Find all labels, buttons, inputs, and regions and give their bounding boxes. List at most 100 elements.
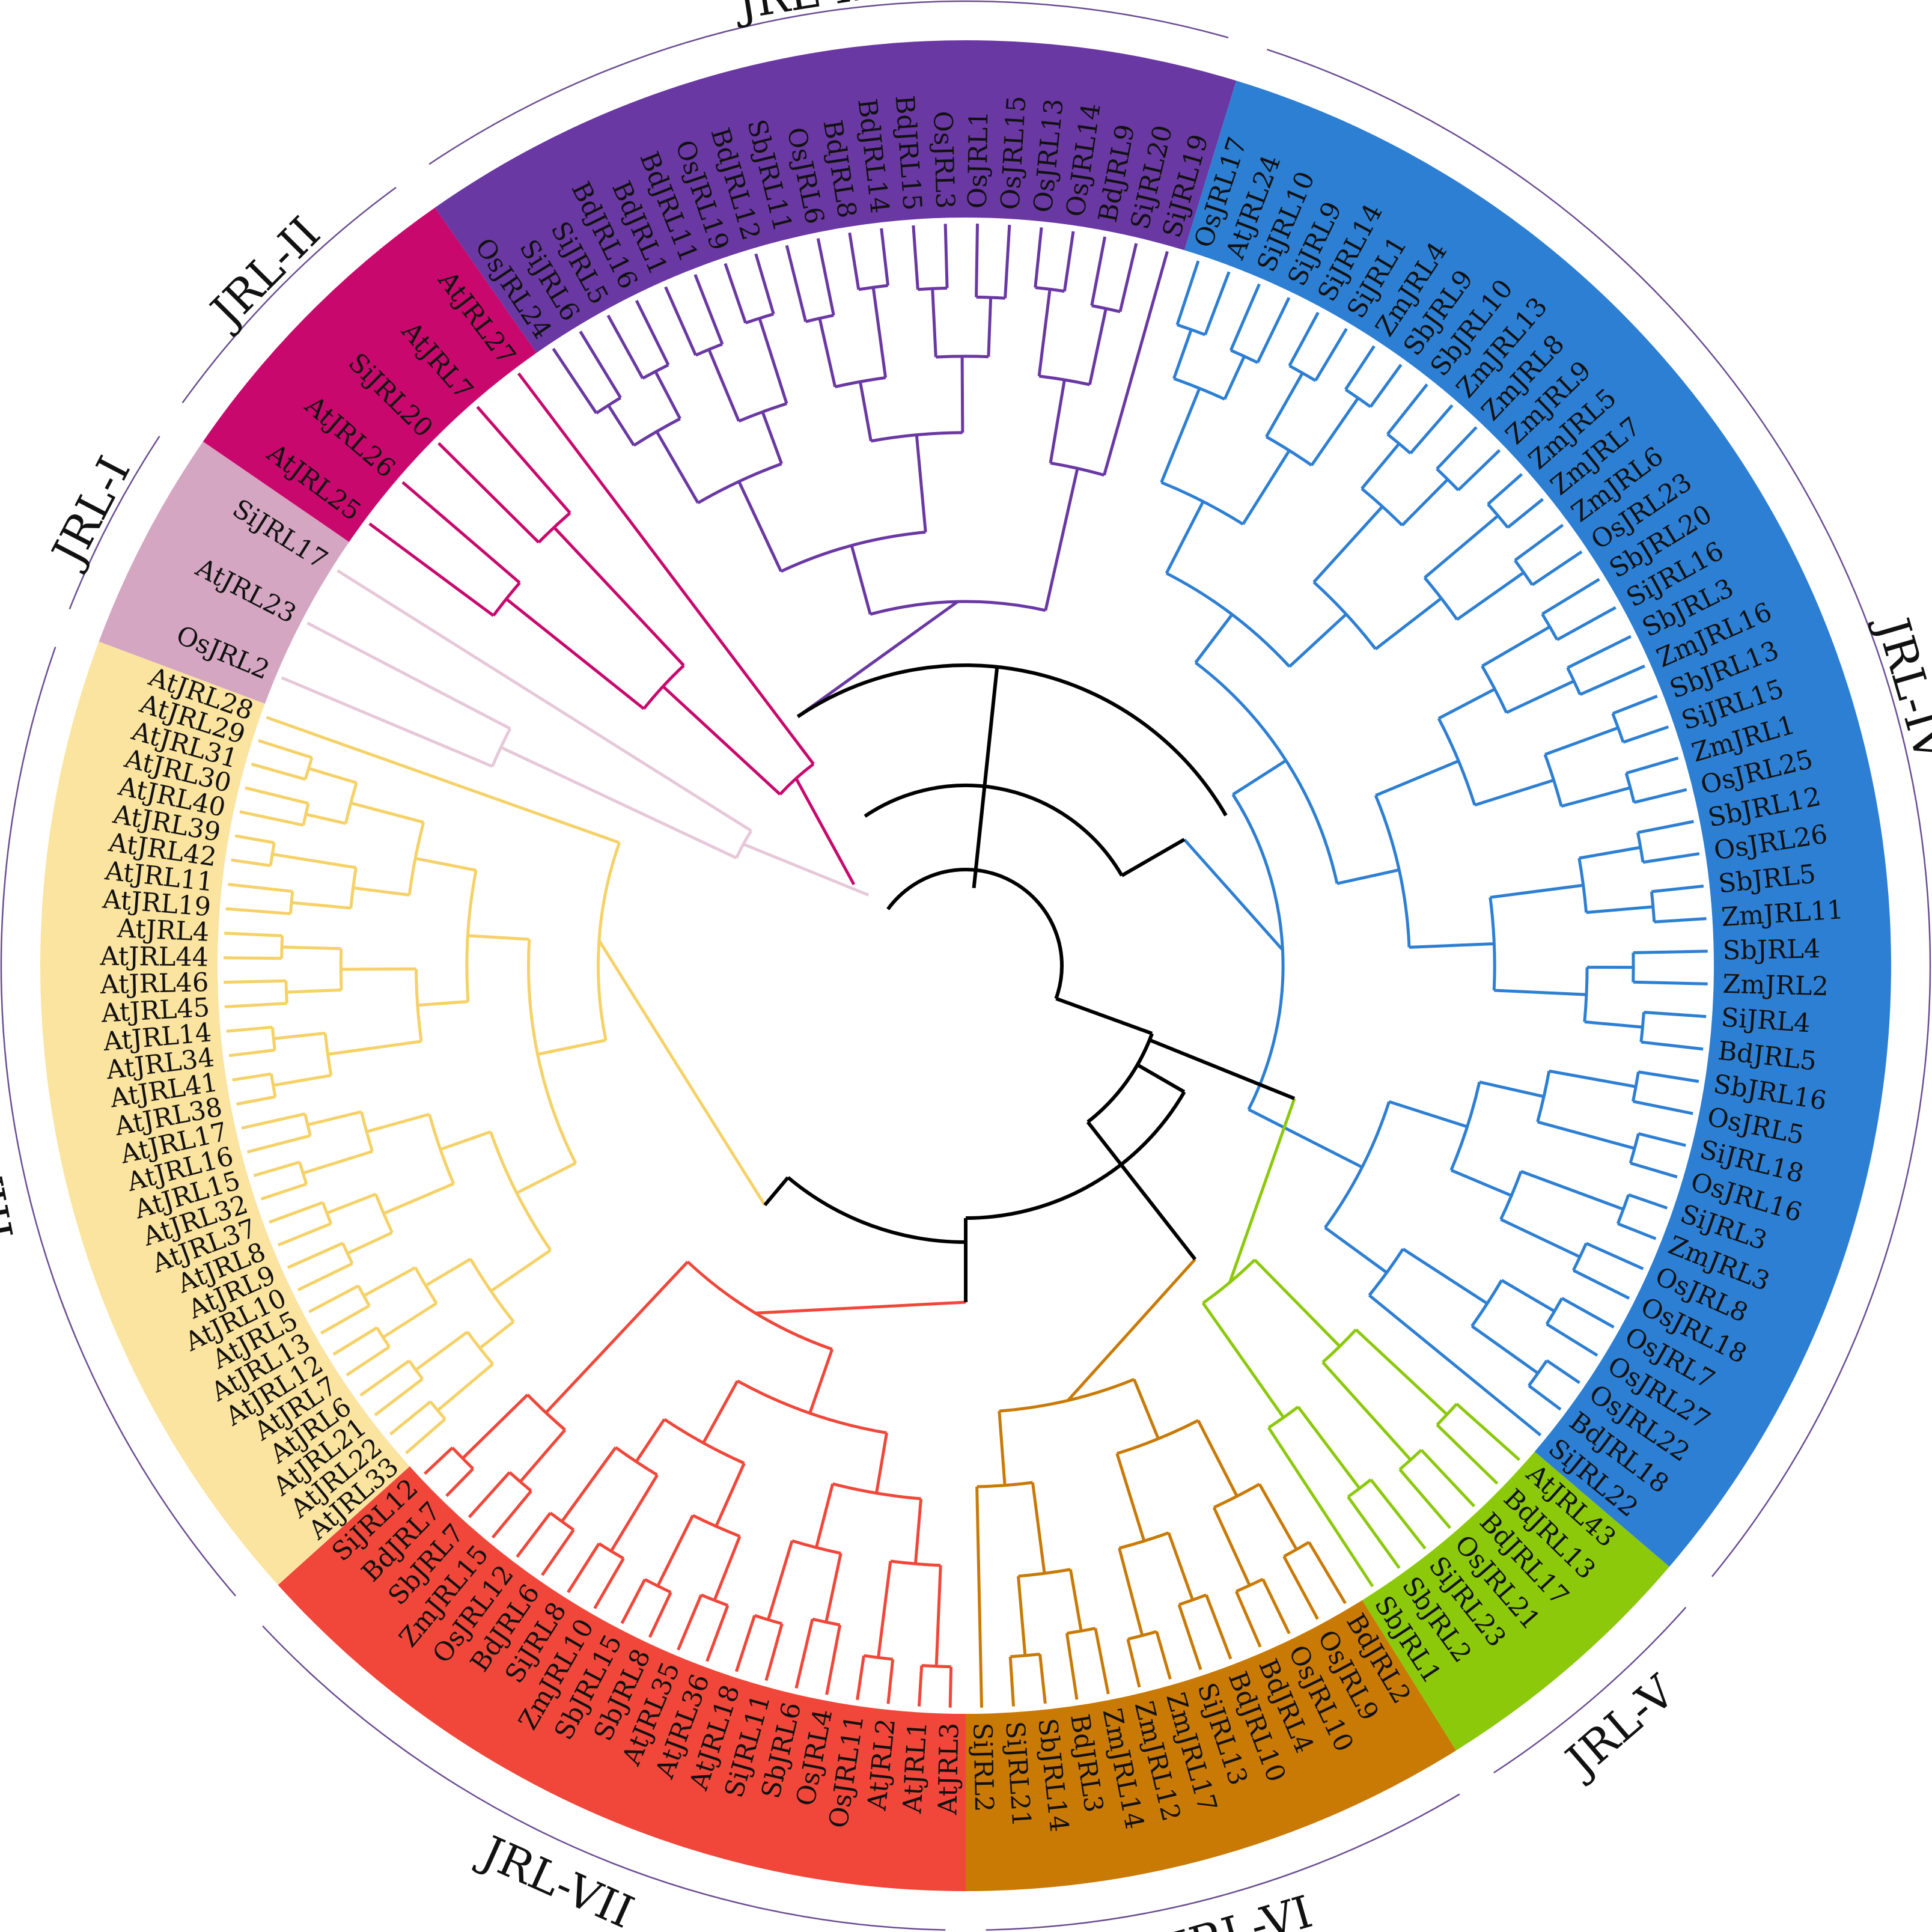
branch-arc <box>303 757 314 780</box>
branch <box>308 1284 359 1314</box>
branch <box>567 1543 600 1594</box>
branch <box>1567 635 1632 669</box>
branch <box>363 1266 416 1297</box>
branch <box>767 1540 794 1621</box>
branch <box>1626 757 1679 775</box>
branch <box>1409 404 1454 454</box>
branch <box>401 481 521 584</box>
branch <box>1044 468 1079 611</box>
branch <box>785 245 808 322</box>
branch <box>1242 449 1291 525</box>
branch <box>1282 1555 1319 1620</box>
branch <box>758 317 788 404</box>
branch <box>1585 1242 1644 1270</box>
branch <box>1633 788 1687 804</box>
branch <box>943 224 949 288</box>
branch-arc <box>1616 1194 1630 1225</box>
clade-band-jrl-iv <box>1184 81 1891 1567</box>
leaf-label: AtJRL4 <box>116 913 210 948</box>
branch <box>1062 231 1075 291</box>
backbone-branch <box>1136 1063 1186 1094</box>
branch <box>1561 1297 1615 1329</box>
branch <box>225 907 291 916</box>
branch <box>537 1038 606 1056</box>
branch <box>1288 311 1320 367</box>
branch <box>437 442 540 544</box>
branch <box>291 901 352 910</box>
branch <box>251 763 306 781</box>
clade-label-jrl-i: JRL-I <box>40 448 141 576</box>
branch-arc <box>492 582 521 617</box>
branch <box>424 1446 454 1475</box>
branch <box>912 225 919 290</box>
branch-arc <box>1018 1568 1071 1578</box>
leaf-label: ZmJRL2 <box>1722 969 1829 1002</box>
branch-arc <box>344 782 358 824</box>
branch <box>224 931 282 937</box>
leaf-label: OsJRL3 <box>927 111 960 209</box>
branch <box>1065 1633 1079 1700</box>
branch <box>1118 1547 1144 1636</box>
branch <box>1031 1482 1046 1574</box>
branch <box>1642 852 1700 864</box>
branch <box>1633 980 1708 986</box>
branch <box>1261 1578 1291 1635</box>
branch <box>350 801 424 824</box>
leaf-label: OsJRL15 <box>995 95 1032 211</box>
branch <box>1436 426 1478 471</box>
branch <box>353 886 410 897</box>
branch <box>1507 498 1544 529</box>
branch-arc <box>745 312 774 325</box>
branch <box>1436 1424 1499 1485</box>
branch <box>383 1182 454 1215</box>
branch <box>552 347 598 414</box>
branch <box>1641 1040 1704 1051</box>
branch-arc <box>526 939 577 1164</box>
leaf-label: AtJRL45 <box>100 993 210 1029</box>
branch <box>1167 1532 1195 1601</box>
branch-arc <box>805 314 834 323</box>
branch <box>1474 778 1555 807</box>
branch <box>1437 687 1496 720</box>
branch <box>328 1040 422 1056</box>
branch <box>1398 1468 1452 1529</box>
branch <box>224 979 287 984</box>
branch <box>1514 523 1564 562</box>
clade-arc-jrl-viii <box>0 647 236 1597</box>
clade-band-jrl-iii <box>434 40 1237 353</box>
backbone-arc <box>965 1091 1186 1220</box>
branch-arc <box>1178 1593 1207 1606</box>
backbone-branch <box>763 1176 790 1207</box>
branch <box>818 318 837 388</box>
clade-stem <box>597 939 766 1206</box>
branch-arc <box>1347 1478 1372 1498</box>
branch <box>1297 1406 1361 1490</box>
branch <box>1175 260 1200 326</box>
branch-arc <box>1194 661 1339 884</box>
branch <box>1455 1403 1521 1461</box>
branch <box>1267 1427 1374 1588</box>
branch <box>856 1655 865 1701</box>
branch-arc <box>1583 967 1589 1022</box>
branch-arc <box>1639 1012 1645 1043</box>
branch <box>1234 1591 1262 1648</box>
branch <box>1470 1324 1539 1375</box>
branch <box>1049 379 1066 463</box>
branch <box>707 349 740 422</box>
clade-band-jrl-i <box>99 441 349 704</box>
branch <box>1638 1070 1699 1083</box>
branch <box>1347 1496 1401 1569</box>
branch <box>1324 1226 1388 1274</box>
clade-arc-jrl-v <box>1493 1606 1687 1774</box>
branch <box>662 685 781 796</box>
branch <box>286 988 342 994</box>
branch <box>1017 1576 1027 1656</box>
branch <box>975 224 980 297</box>
branch <box>871 287 888 378</box>
branch <box>1336 868 1400 885</box>
branch <box>1375 760 1460 797</box>
branch-arc <box>1398 1449 1422 1471</box>
branch <box>886 1659 895 1704</box>
branch-arc <box>832 1482 921 1501</box>
branch <box>246 1134 311 1154</box>
